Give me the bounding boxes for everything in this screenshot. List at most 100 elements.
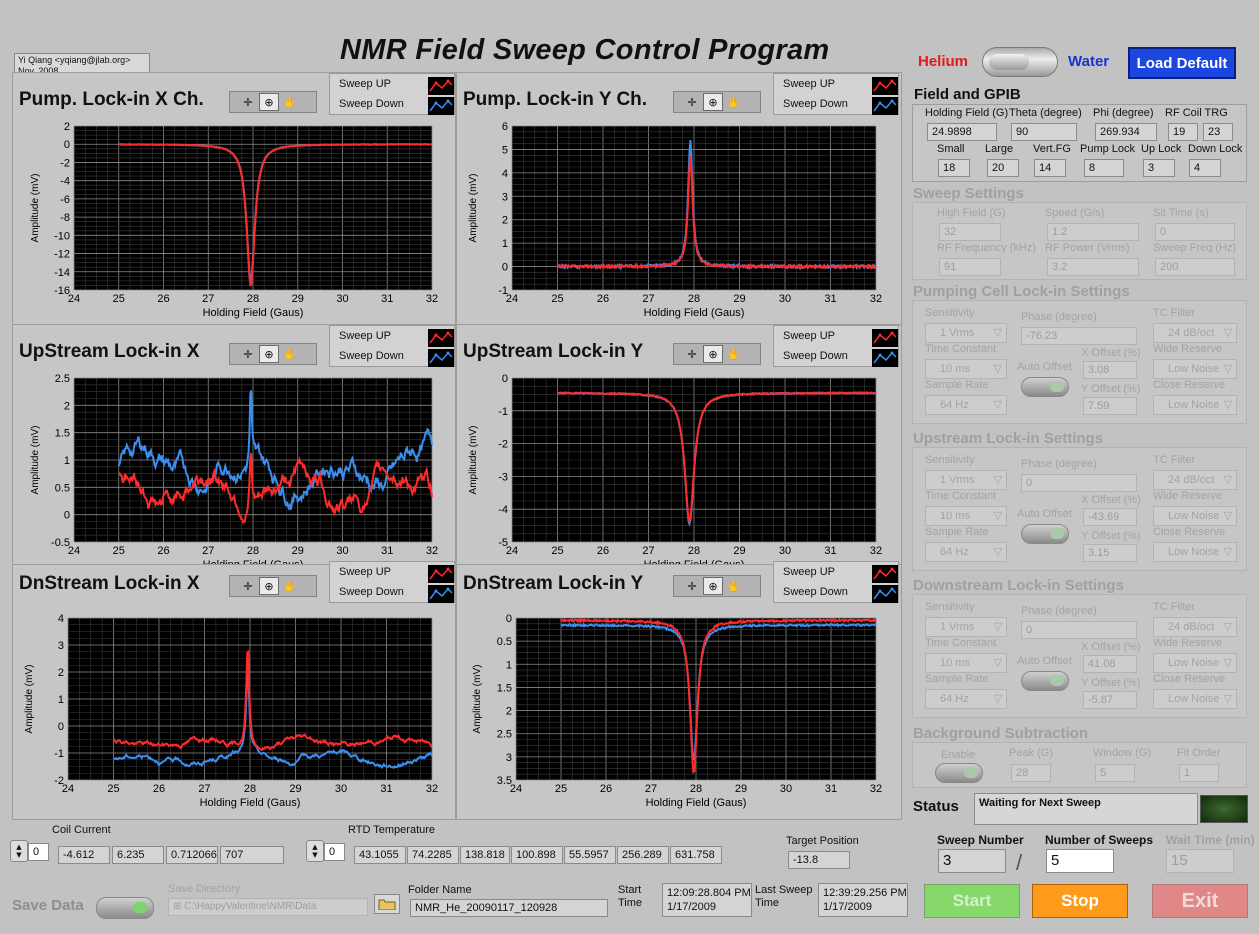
zoom-icon[interactable]: ⊕ xyxy=(703,345,723,363)
vert-fg-input[interactable]: 14 xyxy=(1034,159,1066,177)
y-offset-input[interactable]: 7.59 xyxy=(1083,397,1137,415)
rf-power-input[interactable]: 3.2 xyxy=(1047,258,1139,276)
start-button[interactable]: Start xyxy=(924,884,1020,918)
graph-plot[interactable]: 24 25 26 27 28 29 30 31 32 -1 0 1 2 3 4 5 6 Holding Field… xyxy=(457,73,901,329)
legend-up-swatch[interactable] xyxy=(872,565,898,583)
y-offset-input[interactable]: 3.15 xyxy=(1083,544,1137,562)
sensitivity-select[interactable]: 1 Vrms xyxy=(925,617,1007,637)
crosshair-icon[interactable]: ✛ xyxy=(243,347,253,361)
phase-input[interactable]: 0 xyxy=(1021,621,1137,639)
time-constant-select[interactable]: 10 ms xyxy=(925,359,1007,379)
phase-input[interactable]: -76.23 xyxy=(1021,327,1137,345)
close-reserve-select[interactable]: Low Noise xyxy=(1153,689,1237,709)
up-lock-input[interactable]: 3 xyxy=(1143,159,1175,177)
legend-up-swatch[interactable] xyxy=(428,77,454,95)
pan-hand-icon[interactable]: ✋ xyxy=(727,95,741,109)
number-of-sweeps-input[interactable]: 5 xyxy=(1046,849,1114,873)
rf-coil-1-input[interactable]: 19 xyxy=(1168,123,1198,141)
exit-button[interactable]: Exit xyxy=(1152,884,1248,918)
sweep-freq-input[interactable]: 200 xyxy=(1155,258,1235,276)
sensitivity-select[interactable]: 1 Vrms xyxy=(925,470,1007,490)
fit-order-input[interactable]: 1 xyxy=(1179,764,1219,782)
phase-input[interactable]: 0 xyxy=(1021,474,1137,492)
folder-name-input[interactable]: NMR_He_20090117_120928 xyxy=(410,899,608,917)
zoom-icon[interactable]: ⊕ xyxy=(259,577,279,595)
legend-down-swatch[interactable] xyxy=(872,585,898,603)
graph-plot[interactable]: 24 25 26 27 28 29 30 31 32 -16 -14 -12 -10 -8 -6 -4 -2 0 2… xyxy=(13,73,457,329)
zoom-icon[interactable]: ⊕ xyxy=(703,577,723,595)
graph-plot[interactable]: 24 25 26 27 28 29 30 31 32 0 0.5 1 1.5 2 2.5 3 3.5 Holdin… xyxy=(457,565,901,821)
wait-time-input[interactable]: 15 xyxy=(1166,849,1234,873)
legend-down-swatch[interactable] xyxy=(428,97,454,115)
legend-down-swatch[interactable] xyxy=(872,349,898,367)
pan-hand-icon[interactable]: ✋ xyxy=(283,95,297,109)
zoom-icon[interactable]: ⊕ xyxy=(259,93,279,111)
crosshair-icon[interactable]: ✛ xyxy=(687,95,697,109)
x-offset-input[interactable]: 3.08 xyxy=(1083,361,1137,379)
sample-rate-select[interactable]: 64 Hz xyxy=(925,542,1007,562)
wide-reserve-select[interactable]: Low Noise xyxy=(1153,359,1237,379)
graph-plot[interactable]: 24 25 26 27 28 29 30 31 32 -2 -1 0 1 2 3 4 Holding Field… xyxy=(13,565,457,821)
auto-offset-toggle[interactable] xyxy=(1021,377,1069,397)
window-input[interactable]: 5 xyxy=(1095,764,1135,782)
close-reserve-select[interactable]: Low Noise xyxy=(1153,395,1237,415)
zoom-icon[interactable]: ⊕ xyxy=(259,345,279,363)
small-input[interactable]: 18 xyxy=(938,159,970,177)
y-offset-input[interactable]: -5.87 xyxy=(1083,691,1137,709)
sample-rate-select[interactable]: 64 Hz xyxy=(925,689,1007,709)
crosshair-icon[interactable]: ✛ xyxy=(687,347,697,361)
rf-frequency-input[interactable]: 91 xyxy=(939,258,1001,276)
stop-button[interactable]: Stop xyxy=(1032,884,1128,918)
coil-index-input[interactable]: 0 xyxy=(28,843,49,861)
sensitivity-select[interactable]: 1 Vrms xyxy=(925,323,1007,343)
sit-time-input[interactable]: 0 xyxy=(1155,223,1235,241)
x-offset-input[interactable]: -43.69 xyxy=(1083,508,1137,526)
save-directory-input[interactable]: ⊞ C:\HappyValentine\NMR\Data xyxy=(168,898,368,916)
large-input[interactable]: 20 xyxy=(987,159,1019,177)
legend-down-swatch[interactable] xyxy=(872,97,898,115)
x-offset-input[interactable]: 41.08 xyxy=(1083,655,1137,673)
phi-input[interactable]: 269.934 xyxy=(1095,123,1157,141)
legend-up-swatch[interactable] xyxy=(428,565,454,583)
pan-hand-icon[interactable]: ✋ xyxy=(727,579,741,593)
coil-index-stepper[interactable]: ▲ ▼ xyxy=(10,840,28,862)
sample-rate-select[interactable]: 64 Hz xyxy=(925,395,1007,415)
pan-hand-icon[interactable]: ✋ xyxy=(727,347,741,361)
enable-toggle[interactable] xyxy=(935,763,983,783)
pump-lock-input[interactable]: 8 xyxy=(1084,159,1124,177)
speed-input[interactable]: 1.2 xyxy=(1047,223,1139,241)
crosshair-icon[interactable]: ✛ xyxy=(243,579,253,593)
wide-reserve-select[interactable]: Low Noise xyxy=(1153,506,1237,526)
tc-filter-select[interactable]: 24 dB/oct xyxy=(1153,470,1237,490)
theta-input[interactable]: 90 xyxy=(1011,123,1077,141)
load-default-button[interactable]: Load Default xyxy=(1128,47,1236,79)
rtd-index-stepper[interactable]: ▲ ▼ xyxy=(306,840,324,862)
legend-up-swatch[interactable] xyxy=(872,77,898,95)
graph-plot[interactable]: 242526272829303132-0.500.511.522.5Holdin… xyxy=(13,325,457,581)
browse-folder-icon[interactable] xyxy=(374,894,400,914)
crosshair-icon[interactable]: ✛ xyxy=(243,95,253,109)
mode-switch[interactable] xyxy=(982,47,1058,77)
peak-input[interactable]: 28 xyxy=(1011,764,1051,782)
legend-down-swatch[interactable] xyxy=(428,585,454,603)
zoom-icon[interactable]: ⊕ xyxy=(703,93,723,111)
auto-offset-toggle[interactable] xyxy=(1021,524,1069,544)
tc-filter-select[interactable]: 24 dB/oct xyxy=(1153,323,1237,343)
legend-up-swatch[interactable] xyxy=(428,329,454,347)
tc-filter-select[interactable]: 24 dB/oct xyxy=(1153,617,1237,637)
rf-coil-2-input[interactable]: 23 xyxy=(1203,123,1233,141)
legend-down-swatch[interactable] xyxy=(428,349,454,367)
down-lock-input[interactable]: 4 xyxy=(1189,159,1221,177)
pan-hand-icon[interactable]: ✋ xyxy=(283,579,297,593)
wide-reserve-select[interactable]: Low Noise xyxy=(1153,653,1237,673)
high-field-input[interactable]: 32 xyxy=(939,223,1001,241)
pan-hand-icon[interactable]: ✋ xyxy=(283,347,297,361)
holding-field-input[interactable]: 24.9898 xyxy=(927,123,997,141)
close-reserve-select[interactable]: Low Noise xyxy=(1153,542,1237,562)
time-constant-select[interactable]: 10 ms xyxy=(925,506,1007,526)
legend-up-swatch[interactable] xyxy=(872,329,898,347)
save-data-toggle[interactable] xyxy=(96,897,154,919)
auto-offset-toggle[interactable] xyxy=(1021,671,1069,691)
time-constant-select[interactable]: 10 ms xyxy=(925,653,1007,673)
